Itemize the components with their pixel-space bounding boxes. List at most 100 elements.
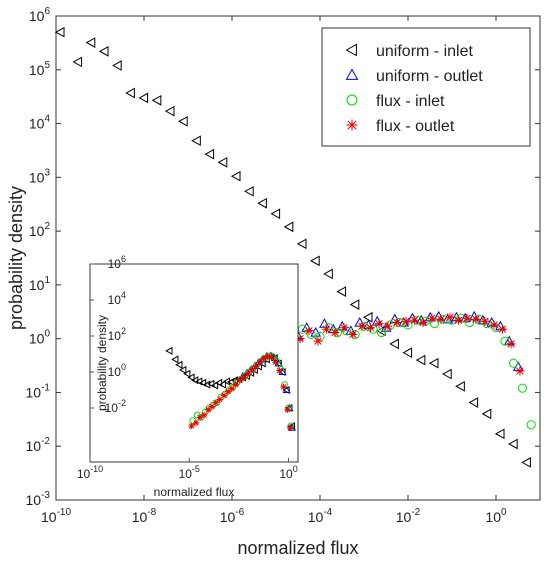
data-point-asterisk [489,320,499,330]
data-point-triangle-left [494,428,505,440]
data-point-triangle-left [455,380,465,392]
data-point-triangle-left [54,26,65,38]
x-tick-label: 10-2 [396,507,421,525]
data-point-triangle-left [468,397,479,408]
inset-data-point-asterisk [252,363,259,370]
inset-data-point-asterisk [228,385,236,392]
inset-data-point-asterisk [236,377,243,384]
inset-data-point-asterisk [260,355,267,362]
y-tick-label: 105 [29,60,51,78]
y-tick-label: 104 [29,114,51,132]
data-point-asterisk [348,329,358,339]
inset-y-tick-label: 102 [108,326,126,343]
data-point-asterisk [480,316,490,326]
data-point-triangle-left [217,156,228,168]
data-point-asterisk [445,312,455,322]
data-point-circle [429,319,440,329]
data-point-asterisk [321,324,331,334]
y-tick-label: 10-2 [26,436,51,454]
data-point-triangle-left [98,46,109,57]
inset-x-tick-label: 100 [279,464,297,481]
inset-data-point-asterisk [248,366,255,374]
inset-data-point-triangle-left [214,378,223,387]
data-point-triangle-left [270,208,281,220]
inset-data-point-triangle-up [274,359,283,367]
y-tick-label: 102 [29,221,51,239]
data-point-asterisk [374,319,384,329]
inset-data-point-triangle-left [171,355,179,364]
inset-data-point-triangle-left [218,380,227,389]
inset-data-point-asterisk [192,419,200,427]
inset-data-point-circle [273,357,280,365]
data-point-triangle-left [402,347,413,358]
data-point-asterisk [497,324,507,334]
inset-data-point-asterisk [196,414,204,421]
data-point-triangle-left [257,197,267,209]
inset-y-tick-label: 104 [108,290,126,307]
data-point-triangle-left [178,115,188,127]
inset-data-point-asterisk [188,422,195,430]
data-point-asterisk [418,317,428,327]
main-x-axis-ticks: 10-10 10-8 10-6 10-4 10-2 100 [41,16,507,525]
data-point-circle [508,358,519,368]
legend: uniform - inlet uniform - outlet flux - in… [321,27,531,147]
data-point-asterisk [365,323,375,333]
inset-data-point-asterisk [286,424,294,431]
y-tick-label: 100 [29,329,51,347]
inset-data-point-triangle-left [175,360,183,369]
data-point-asterisk [295,334,305,344]
data-point-triangle-left [151,95,162,106]
inset-data-point-asterisk [272,359,279,366]
data-point-circle [376,327,387,338]
inset-data-point-asterisk [216,396,224,403]
inset-y-tick-label: 10-2 [105,398,126,415]
main-plot-marks [54,26,536,468]
y-axis-label: probability density [6,186,26,330]
legend-label: flux - inlet [376,93,445,110]
data-point-triangle-left [72,56,83,68]
x-tick-label: 100 [485,507,507,525]
legend-marker-triangle-left [345,43,357,57]
inset-data-point-triangle-left [198,378,207,387]
data-point-triangle-left [481,408,492,420]
data-point-triangle-left [349,299,360,310]
inset-y-axis-label: probability density [95,315,109,411]
inset-data-point-asterisk [256,359,263,366]
y-tick-label: 103 [29,167,51,185]
inset-data-point-triangle-left [183,369,191,378]
x-tick-label: 10-8 [132,507,157,525]
y-tick-label: 101 [29,275,51,293]
data-point-asterisk [471,314,481,324]
legend-label: flux - outlet [376,118,455,135]
data-point-asterisk [409,315,419,325]
x-tick-label: 10-4 [308,507,333,525]
data-point-triangle-left [125,87,135,99]
data-point-circle [315,331,325,341]
inset-x-tick-label: 10-5 [179,464,200,481]
data-point-triangle-left [336,286,347,297]
data-point-triangle-left [164,105,175,117]
data-point-triangle-left [508,438,518,450]
data-point-triangle-left [442,368,452,380]
data-point-triangle-left [323,268,333,280]
legend-items: uniform - inlet uniform - outlet flux - in… [345,43,483,135]
data-point-asterisk [357,321,367,331]
inset-data-point-asterisk [264,353,271,360]
inset-data-point-asterisk [240,374,248,381]
legend-label: uniform - outlet [376,68,483,85]
inset-data-point-triangle-up [282,385,291,394]
data-point-triangle-left [204,148,215,160]
inset-data-point-triangle-left [165,346,173,355]
data-point-triangle-left [389,338,399,350]
data-point-asterisk [313,336,323,346]
x-tick-label: 10-6 [220,507,245,525]
data-point-triangle-left [191,135,201,147]
inset-x-axis-ticks: 10-10 10-5 100 [77,458,298,481]
legend-marker-asterisk [346,119,358,131]
inset-x-tick-label: 10-10 [77,464,103,481]
data-point-circle [526,420,536,430]
inset-y-tick-label: 106 [108,254,126,271]
inset-x-axis-label: normalized flux [154,485,235,499]
data-point-triangle-left [521,457,531,468]
